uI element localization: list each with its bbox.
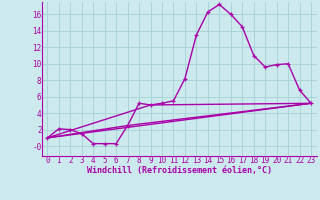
X-axis label: Windchill (Refroidissement éolien,°C): Windchill (Refroidissement éolien,°C) [87,166,272,175]
